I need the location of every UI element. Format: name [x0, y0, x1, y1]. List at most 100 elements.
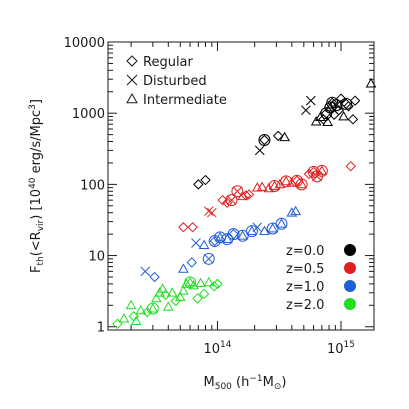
data-point: [225, 194, 238, 207]
y-tick-label: 10000: [64, 36, 105, 51]
data-point: [286, 207, 298, 217]
data-point: [178, 263, 189, 273]
color-swatch: [344, 262, 356, 274]
data-point: [166, 287, 178, 297]
y-tick-label: 10: [88, 250, 105, 265]
y-tick-label: 100: [80, 178, 105, 193]
legend-item-redshift: z=2.0: [286, 298, 356, 313]
data-point: [150, 292, 162, 303]
data-point: [135, 304, 147, 315]
data-point: [345, 160, 356, 172]
legend-label: z=0.0: [286, 244, 324, 259]
data-point: [347, 114, 359, 125]
data-point: [198, 239, 210, 250]
data-points: [112, 78, 377, 330]
legend-item-triangle: Intermediate: [126, 92, 227, 108]
data-point: [240, 190, 252, 201]
data-point: [174, 291, 186, 302]
data-point: [149, 271, 160, 283]
color-swatch: [344, 298, 356, 310]
data-point: [322, 116, 334, 126]
data-point: [203, 276, 215, 287]
data-point: [227, 228, 240, 241]
x-axis-label: M500 (h−1M⊙): [204, 374, 287, 392]
data-point: [251, 182, 263, 192]
data-point: [258, 134, 271, 147]
data-point: [295, 178, 308, 191]
y-axis-label: Fth(<Rvir) [1040 erg/s/Mpc3]: [28, 99, 46, 273]
data-point: [170, 295, 182, 307]
data-point: [301, 105, 311, 116]
data-point: [217, 194, 228, 206]
tick-labels: 1 10 100 1000 10000 1014 1015: [64, 36, 355, 357]
legend-label: z=1.0: [286, 280, 324, 295]
legend-label: Disturbed: [143, 74, 207, 89]
data-point: [290, 205, 302, 216]
data-point: [188, 279, 199, 290]
data-point: [212, 278, 223, 290]
data-point: [256, 181, 268, 191]
y-tick-label: 1000: [72, 107, 105, 122]
data-point: [305, 95, 316, 106]
data-point: [160, 289, 171, 301]
data-point: [208, 281, 220, 292]
data-point: [365, 78, 377, 88]
triangle-icon: [126, 92, 138, 104]
data-point: [279, 131, 291, 142]
data-point: [187, 222, 198, 233]
data-point: [180, 278, 192, 288]
data-point: [191, 238, 201, 248]
legend-label: Intermediate: [143, 93, 227, 108]
data-point: [200, 174, 211, 186]
data-point: [237, 190, 249, 201]
data-point: [142, 307, 153, 318]
data-point: [245, 225, 258, 238]
data-point: [195, 277, 206, 287]
legend-label: Regular: [143, 55, 194, 70]
plot-frame: [107, 41, 375, 331]
color-swatch: [344, 244, 356, 256]
data-point: [178, 222, 189, 233]
data-point: [303, 168, 315, 180]
data-point: [140, 266, 151, 277]
data-point: [192, 293, 203, 304]
diamond-icon: [126, 55, 138, 67]
x-tick-label: 1014: [203, 340, 231, 357]
data-point: [203, 206, 214, 217]
data-point: [310, 116, 322, 126]
legend-label: z=2.0: [286, 298, 324, 313]
data-point: [206, 207, 217, 218]
legend-item-redshift: z=0.0: [286, 244, 356, 259]
data-point: [243, 189, 255, 200]
legend-item-diamond: Regular: [126, 55, 194, 70]
marker-legend: Regular Disturbed Intermediate: [126, 55, 227, 108]
data-point: [178, 285, 189, 295]
data-point: [146, 302, 159, 315]
data-point: [157, 283, 169, 293]
redshift-legend: z=0.0 z=0.5 z=1.0 z=2.0: [286, 244, 356, 313]
data-point: [275, 217, 288, 230]
data-point: [162, 301, 174, 311]
cross-icon: [126, 74, 138, 86]
data-point: [315, 164, 328, 177]
x-tick-label: 1015: [327, 340, 355, 357]
data-point: [338, 110, 349, 121]
data-point: [130, 315, 142, 325]
data-point: [252, 222, 263, 233]
data-point: [272, 130, 284, 142]
data-point: [343, 101, 354, 112]
legend-label: z=0.5: [286, 262, 324, 277]
data-point: [202, 252, 215, 265]
data-point: [193, 179, 204, 190]
legend-item-redshift: z=0.5: [286, 262, 356, 277]
data-point: [198, 288, 210, 300]
legend-item-redshift: z=1.0: [286, 280, 356, 295]
data-point: [118, 313, 130, 323]
data-point: [125, 299, 137, 310]
data-point: [349, 95, 361, 106]
legend-item-cross: Disturbed: [126, 74, 207, 89]
data-point: [186, 257, 198, 268]
y-tick-label: 1: [97, 321, 105, 336]
data-point: [259, 225, 270, 236]
